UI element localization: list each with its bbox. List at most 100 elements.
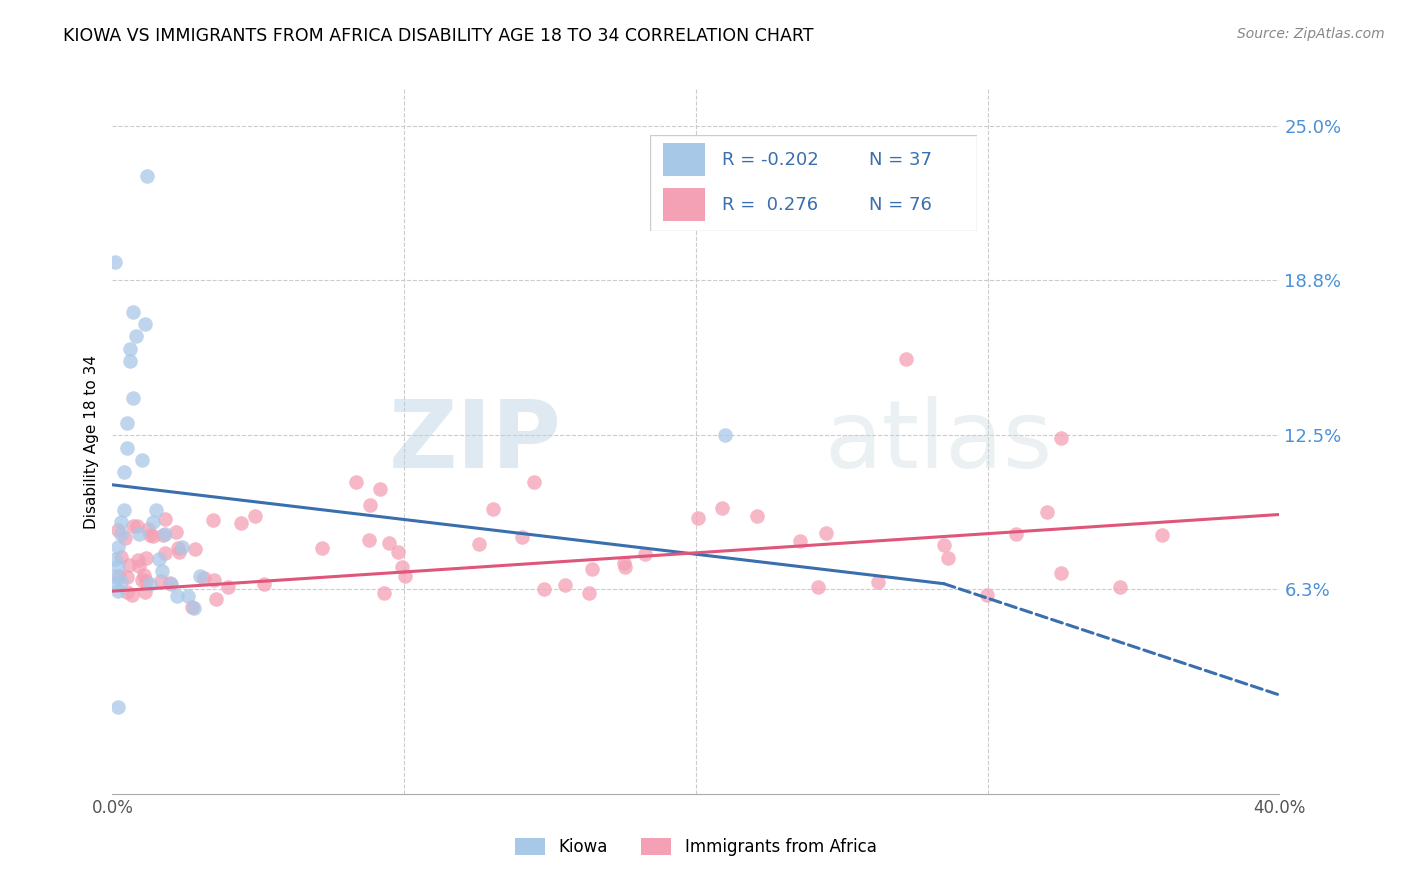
- Text: N = 37: N = 37: [869, 151, 932, 169]
- Point: [1004, 527, 1026, 541]
- Point: [183, 541, 205, 556]
- Point: [125, 329, 148, 343]
- Point: [104, 552, 127, 566]
- Point: [115, 441, 138, 455]
- Point: [747, 509, 769, 524]
- Point: [243, 508, 266, 523]
- Point: [127, 518, 149, 533]
- Point: [131, 453, 153, 467]
- Point: [204, 591, 226, 606]
- Point: [112, 466, 135, 480]
- Point: [127, 553, 149, 567]
- Point: [136, 522, 159, 536]
- Point: [533, 582, 555, 596]
- Point: [167, 541, 190, 556]
- Point: [135, 574, 157, 588]
- Point: [149, 574, 172, 589]
- Point: [145, 502, 167, 516]
- Point: [512, 530, 534, 544]
- Point: [482, 502, 505, 516]
- Point: [1152, 528, 1174, 542]
- Point: [131, 573, 153, 587]
- Text: KIOWA VS IMMIGRANTS FROM AFRICA DISABILITY AGE 18 TO 34 CORRELATION CHART: KIOWA VS IMMIGRANTS FROM AFRICA DISABILI…: [63, 27, 814, 45]
- Point: [169, 545, 191, 559]
- Point: [581, 561, 603, 575]
- FancyBboxPatch shape: [662, 188, 706, 221]
- Text: R =  0.276: R = 0.276: [721, 195, 818, 214]
- Point: [181, 600, 204, 615]
- Point: [110, 515, 132, 529]
- Point: [188, 569, 211, 583]
- Point: [359, 498, 381, 512]
- Point: [378, 536, 401, 550]
- Point: [112, 502, 135, 516]
- Point: [107, 700, 129, 714]
- Point: [118, 558, 141, 572]
- Point: [134, 317, 156, 331]
- Point: [159, 575, 181, 590]
- Text: ZIP: ZIP: [389, 395, 562, 488]
- Point: [118, 354, 141, 368]
- Point: [110, 527, 132, 541]
- Point: [554, 578, 576, 592]
- Point: [938, 550, 960, 565]
- Point: [373, 585, 395, 599]
- Point: [166, 589, 188, 603]
- Point: [357, 533, 380, 548]
- Point: [135, 550, 157, 565]
- Point: [110, 549, 132, 564]
- Point: [634, 547, 657, 561]
- FancyBboxPatch shape: [662, 144, 706, 176]
- Point: [1049, 431, 1071, 445]
- Point: [894, 351, 917, 366]
- Point: [1050, 566, 1073, 581]
- Point: [807, 580, 830, 594]
- Point: [134, 584, 156, 599]
- Point: [468, 537, 491, 551]
- Point: [107, 584, 129, 599]
- Point: [614, 559, 637, 574]
- Point: [142, 515, 165, 529]
- Point: [934, 538, 956, 552]
- Point: [165, 525, 187, 540]
- Legend: Kiowa, Immigrants from Africa: Kiowa, Immigrants from Africa: [509, 831, 883, 863]
- Point: [217, 580, 239, 594]
- Point: [204, 573, 226, 587]
- Point: [160, 576, 183, 591]
- Point: [142, 528, 165, 542]
- Point: [391, 560, 413, 574]
- Point: [686, 511, 709, 525]
- Point: [150, 565, 173, 579]
- Point: [578, 586, 600, 600]
- Point: [387, 544, 409, 558]
- Point: [152, 527, 174, 541]
- Point: [115, 416, 138, 430]
- Point: [815, 526, 838, 541]
- Point: [229, 516, 252, 531]
- Point: [148, 552, 170, 566]
- Point: [153, 527, 176, 541]
- Point: [104, 569, 127, 583]
- FancyBboxPatch shape: [650, 135, 977, 231]
- Point: [177, 589, 200, 603]
- Point: [118, 342, 141, 356]
- Point: [153, 546, 176, 560]
- Point: [613, 556, 636, 570]
- Point: [104, 576, 127, 591]
- Point: [108, 568, 131, 582]
- Point: [139, 576, 162, 591]
- Point: [193, 570, 215, 584]
- Point: [1109, 581, 1132, 595]
- Text: Source: ZipAtlas.com: Source: ZipAtlas.com: [1237, 27, 1385, 41]
- Point: [368, 482, 391, 496]
- Y-axis label: Disability Age 18 to 34: Disability Age 18 to 34: [83, 354, 98, 529]
- Point: [138, 528, 160, 542]
- Point: [976, 588, 998, 602]
- Point: [107, 559, 129, 574]
- Point: [128, 527, 150, 541]
- Point: [714, 428, 737, 442]
- Point: [394, 569, 416, 583]
- Point: [183, 601, 205, 615]
- Point: [789, 533, 811, 548]
- Point: [1035, 505, 1057, 519]
